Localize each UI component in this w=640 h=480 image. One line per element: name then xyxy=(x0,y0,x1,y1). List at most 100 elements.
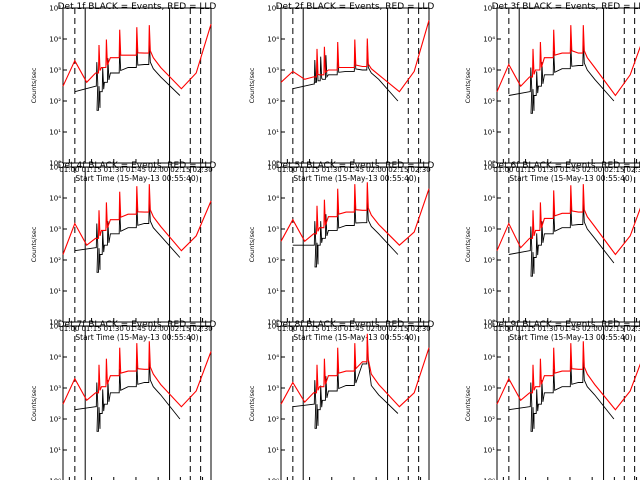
events-series-line xyxy=(292,198,399,268)
y-axis-label: Counts/sec xyxy=(248,67,256,103)
y-tick-label: 10⁰ xyxy=(49,160,61,168)
y-tick-label: 10² xyxy=(483,416,495,424)
y-tick-label: 10¹ xyxy=(49,129,61,137)
panel-title: Det 6f BLACK = Events, RED = LLD xyxy=(492,161,640,171)
panel-title: Det 3f BLACK = Events, RED = LLD xyxy=(492,2,640,12)
y-tick-label: 10⁵ xyxy=(483,164,495,172)
y-tick-label: 10⁴ xyxy=(267,36,279,44)
y-tick-label: 10⁵ xyxy=(49,5,61,13)
x-tick-label: 01:15 xyxy=(515,325,535,333)
y-tick-label: 10⁴ xyxy=(49,36,61,44)
y-tick-label: 10¹ xyxy=(49,447,61,455)
y-axis-label: Counts/sec xyxy=(248,226,256,262)
plot-frame xyxy=(280,7,430,164)
y-tick-label: 10³ xyxy=(267,67,279,75)
y-tick-label: 10⁵ xyxy=(49,323,61,331)
y-tick-label: 10⁴ xyxy=(49,195,61,203)
y-tick-label: 10³ xyxy=(483,226,495,234)
events-series-line xyxy=(74,358,181,432)
x-tick-label: 01:00 xyxy=(59,166,79,174)
x-tick-label: 01:45 xyxy=(126,166,146,174)
events-series-line xyxy=(74,199,181,273)
y-tick-label: 10¹ xyxy=(483,288,495,296)
y-tick-label: 10⁵ xyxy=(267,323,279,331)
y-tick-label: 10⁰ xyxy=(49,319,61,327)
y-axis-label: Counts/sec xyxy=(464,385,472,421)
plot-frame xyxy=(280,166,430,323)
x-tick-label: 02:15 xyxy=(170,325,190,333)
y-tick-label: 10⁴ xyxy=(483,354,495,362)
panel-title: Det 1f BLACK = Events, RED = LLD xyxy=(58,2,217,12)
x-tick-label: 01:45 xyxy=(126,325,146,333)
y-tick-label: 10⁵ xyxy=(267,5,279,13)
events-series-line xyxy=(508,41,615,114)
y-tick-label: 10⁵ xyxy=(483,5,495,13)
y-tick-label: 10³ xyxy=(49,226,61,234)
x-tick-label: 01:15 xyxy=(299,325,319,333)
y-tick-label: 10³ xyxy=(267,385,279,393)
x-axis-label: Start Time (15-May-13 00:55:40) xyxy=(293,333,416,342)
y-axis-label: Counts/sec xyxy=(464,67,472,103)
lld-series-line xyxy=(62,184,212,255)
y-tick-label: 10¹ xyxy=(49,288,61,296)
x-tick-label: 01:45 xyxy=(344,166,364,174)
y-tick-label: 10⁴ xyxy=(483,195,495,203)
y-tick-label: 10³ xyxy=(49,67,61,75)
x-tick-label: 02:15 xyxy=(604,166,624,174)
y-tick-label: 10¹ xyxy=(483,129,495,137)
x-tick-label: 02:00 xyxy=(582,166,602,174)
x-tick-label: 02:30 xyxy=(626,325,640,333)
x-tick-label: 01:30 xyxy=(538,325,558,333)
x-tick-label: 02:30 xyxy=(192,166,212,174)
x-tick-label: 02:15 xyxy=(170,166,190,174)
lld-series-line xyxy=(280,333,430,408)
detector-panel-7: 10⁰10¹10²10³10⁴10⁵01:0001:1501:3001:4502… xyxy=(30,320,216,480)
y-tick-label: 10⁵ xyxy=(267,164,279,172)
panel-title: Det 2f BLACK = Events, RED = LLD xyxy=(276,2,435,12)
x-tick-label: 01:00 xyxy=(493,325,513,333)
y-tick-label: 10⁰ xyxy=(483,160,495,168)
y-tick-label: 10³ xyxy=(483,385,495,393)
x-axis-label: Start Time (15-May-13 00:55:40) xyxy=(509,333,632,342)
y-axis-label: Counts/sec xyxy=(30,226,38,262)
detector-panel-8: 10⁰10¹10²10³10⁴10⁵01:0001:1501:3001:4502… xyxy=(248,320,434,480)
plot-frame xyxy=(496,7,640,164)
x-tick-label: 01:15 xyxy=(81,325,101,333)
y-tick-label: 10⁰ xyxy=(483,319,495,327)
x-tick-label: 01:30 xyxy=(322,325,342,333)
y-tick-label: 10⁰ xyxy=(267,478,279,480)
y-tick-label: 10² xyxy=(267,98,279,106)
lld-series-line xyxy=(62,24,212,90)
x-tick-label: 01:45 xyxy=(560,166,580,174)
y-tick-label: 10² xyxy=(483,98,495,106)
x-tick-label: 02:15 xyxy=(388,166,408,174)
y-tick-label: 10⁵ xyxy=(483,323,495,331)
y-tick-label: 10⁰ xyxy=(49,478,61,480)
y-tick-label: 10² xyxy=(267,416,279,424)
y-axis-label: Counts/sec xyxy=(248,385,256,421)
y-tick-label: 10⁴ xyxy=(483,36,495,44)
x-tick-label: 01:00 xyxy=(277,325,297,333)
events-series-line xyxy=(292,339,399,429)
x-tick-label: 01:45 xyxy=(560,325,580,333)
y-tick-label: 10² xyxy=(49,98,61,106)
y-tick-label: 10¹ xyxy=(483,447,495,455)
x-tick-label: 02:00 xyxy=(582,325,602,333)
x-tick-label: 01:30 xyxy=(322,166,342,174)
y-tick-label: 10¹ xyxy=(267,447,279,455)
y-tick-label: 10³ xyxy=(483,67,495,75)
x-tick-label: 02:00 xyxy=(366,325,386,333)
x-tick-label: 02:15 xyxy=(604,325,624,333)
x-tick-label: 02:15 xyxy=(388,325,408,333)
x-tick-label: 01:45 xyxy=(344,325,364,333)
panel-title: Det 5f BLACK = Events, RED = LLD xyxy=(276,161,435,171)
x-axis-label: Start Time (15-May-13 00:55:40) xyxy=(75,174,198,183)
x-axis-label: Start Time (15-May-13 00:55:40) xyxy=(509,174,632,183)
y-tick-label: 10² xyxy=(49,416,61,424)
events-series-line xyxy=(292,45,399,102)
x-tick-label: 01:00 xyxy=(493,166,513,174)
lld-series-line xyxy=(280,182,430,246)
